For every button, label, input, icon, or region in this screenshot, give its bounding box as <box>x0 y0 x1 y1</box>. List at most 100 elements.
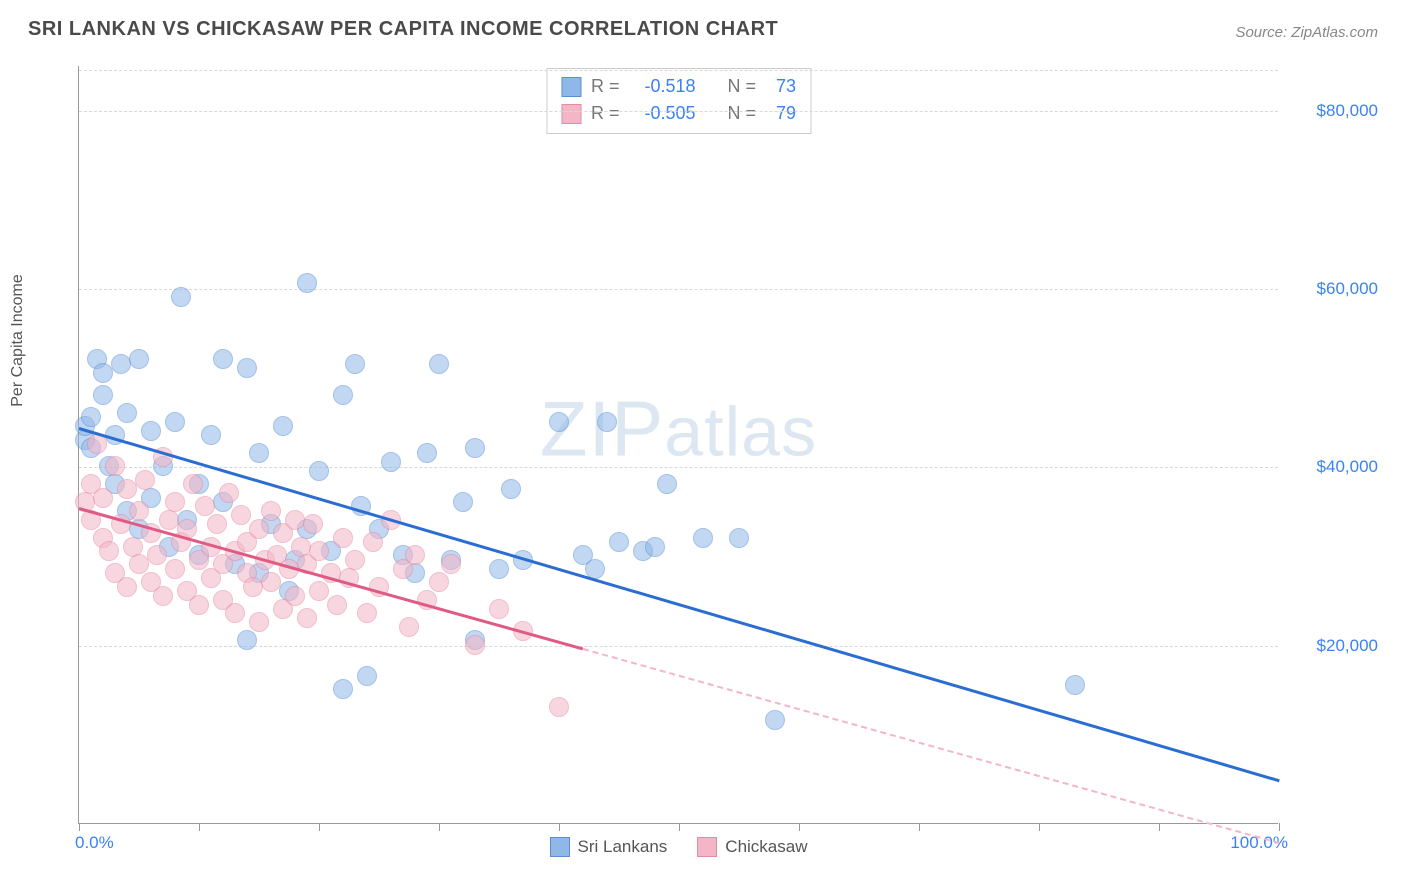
data-point <box>597 412 617 432</box>
grid-line <box>79 70 1278 71</box>
x-tick <box>199 823 200 831</box>
r-label: R = <box>591 73 620 100</box>
plot-area: ZIPatlas R =-0.518N =73R =-0.505N =79 0.… <box>78 66 1278 824</box>
grid-line <box>79 289 1278 290</box>
data-point <box>285 510 305 530</box>
y-tick-label: $20,000 <box>1288 636 1378 656</box>
data-point <box>81 407 101 427</box>
data-point <box>345 354 365 374</box>
data-point <box>201 425 221 445</box>
x-tick <box>559 823 560 831</box>
data-point <box>489 559 509 579</box>
x-tick <box>919 823 920 831</box>
x-tick <box>1279 823 1280 831</box>
data-point <box>189 595 209 615</box>
legend-swatch <box>561 77 581 97</box>
data-point <box>93 363 113 383</box>
x-tick <box>79 823 80 831</box>
legend-swatch <box>561 104 581 124</box>
data-point <box>261 572 281 592</box>
data-point <box>363 532 383 552</box>
data-point <box>453 492 473 512</box>
data-point <box>501 479 521 499</box>
data-point <box>249 443 269 463</box>
data-point <box>159 510 179 530</box>
data-point <box>165 492 185 512</box>
data-point <box>261 501 281 521</box>
source-attribution: Source: ZipAtlas.com <box>1235 24 1378 41</box>
data-point <box>327 595 347 615</box>
data-point <box>165 559 185 579</box>
data-point <box>399 617 419 637</box>
data-point <box>213 349 233 369</box>
data-point <box>231 505 251 525</box>
data-point <box>129 501 149 521</box>
legend-swatch <box>697 837 717 857</box>
data-point <box>645 537 665 557</box>
n-value: 73 <box>766 73 796 100</box>
data-point <box>129 349 149 369</box>
data-point <box>405 545 425 565</box>
data-point <box>183 474 203 494</box>
data-point <box>135 470 155 490</box>
r-value: -0.518 <box>630 73 696 100</box>
data-point <box>609 532 629 552</box>
data-point <box>693 528 713 548</box>
data-point <box>357 666 377 686</box>
data-point <box>549 412 569 432</box>
grid-line <box>79 111 1278 112</box>
n-label: N = <box>728 73 757 100</box>
data-point <box>93 385 113 405</box>
data-point <box>117 479 137 499</box>
grid-line <box>79 467 1278 468</box>
data-point <box>345 550 365 570</box>
x-tick <box>679 823 680 831</box>
data-point <box>489 599 509 619</box>
data-point <box>225 603 245 623</box>
data-point <box>309 461 329 481</box>
data-point <box>429 354 449 374</box>
y-axis-label: Per Capita Income <box>9 274 27 407</box>
stats-legend-row: R = -0.518 N = 73 <box>561 73 796 100</box>
data-point <box>357 603 377 623</box>
y-tick-label: $40,000 <box>1288 457 1378 477</box>
data-point <box>147 545 167 565</box>
data-point <box>429 572 449 592</box>
x-tick <box>799 823 800 831</box>
data-point <box>93 488 113 508</box>
x-tick <box>1039 823 1040 831</box>
legend-item: Sri Lankans <box>550 837 668 857</box>
data-point <box>729 528 749 548</box>
x-axis-min-label: 0.0% <box>75 833 114 853</box>
data-point <box>237 630 257 650</box>
grid-line <box>79 646 1278 647</box>
y-tick-label: $60,000 <box>1288 279 1378 299</box>
data-point <box>549 697 569 717</box>
data-point <box>273 416 293 436</box>
data-point <box>165 412 185 432</box>
data-point <box>99 541 119 561</box>
data-point <box>171 287 191 307</box>
n-label: N = <box>728 100 757 127</box>
data-point <box>243 577 263 597</box>
legend-item: Chickasaw <box>697 837 807 857</box>
data-point <box>465 635 485 655</box>
data-point <box>207 514 227 534</box>
data-point <box>285 586 305 606</box>
data-point <box>417 443 437 463</box>
legend-label: Chickasaw <box>725 837 807 857</box>
watermark: ZIPatlas <box>540 384 817 475</box>
data-point <box>105 456 125 476</box>
r-value: -0.505 <box>630 100 696 127</box>
data-point <box>195 496 215 516</box>
chart-title: SRI LANKAN VS CHICKASAW PER CAPITA INCOM… <box>28 18 778 41</box>
data-point <box>297 608 317 628</box>
data-point <box>381 452 401 472</box>
data-point <box>309 541 329 561</box>
series-legend: Sri Lankans Chickasaw <box>550 837 808 857</box>
data-point <box>765 710 785 730</box>
n-value: 79 <box>766 100 796 127</box>
data-point <box>129 554 149 574</box>
trend-line <box>79 427 1280 782</box>
data-point <box>249 612 269 632</box>
